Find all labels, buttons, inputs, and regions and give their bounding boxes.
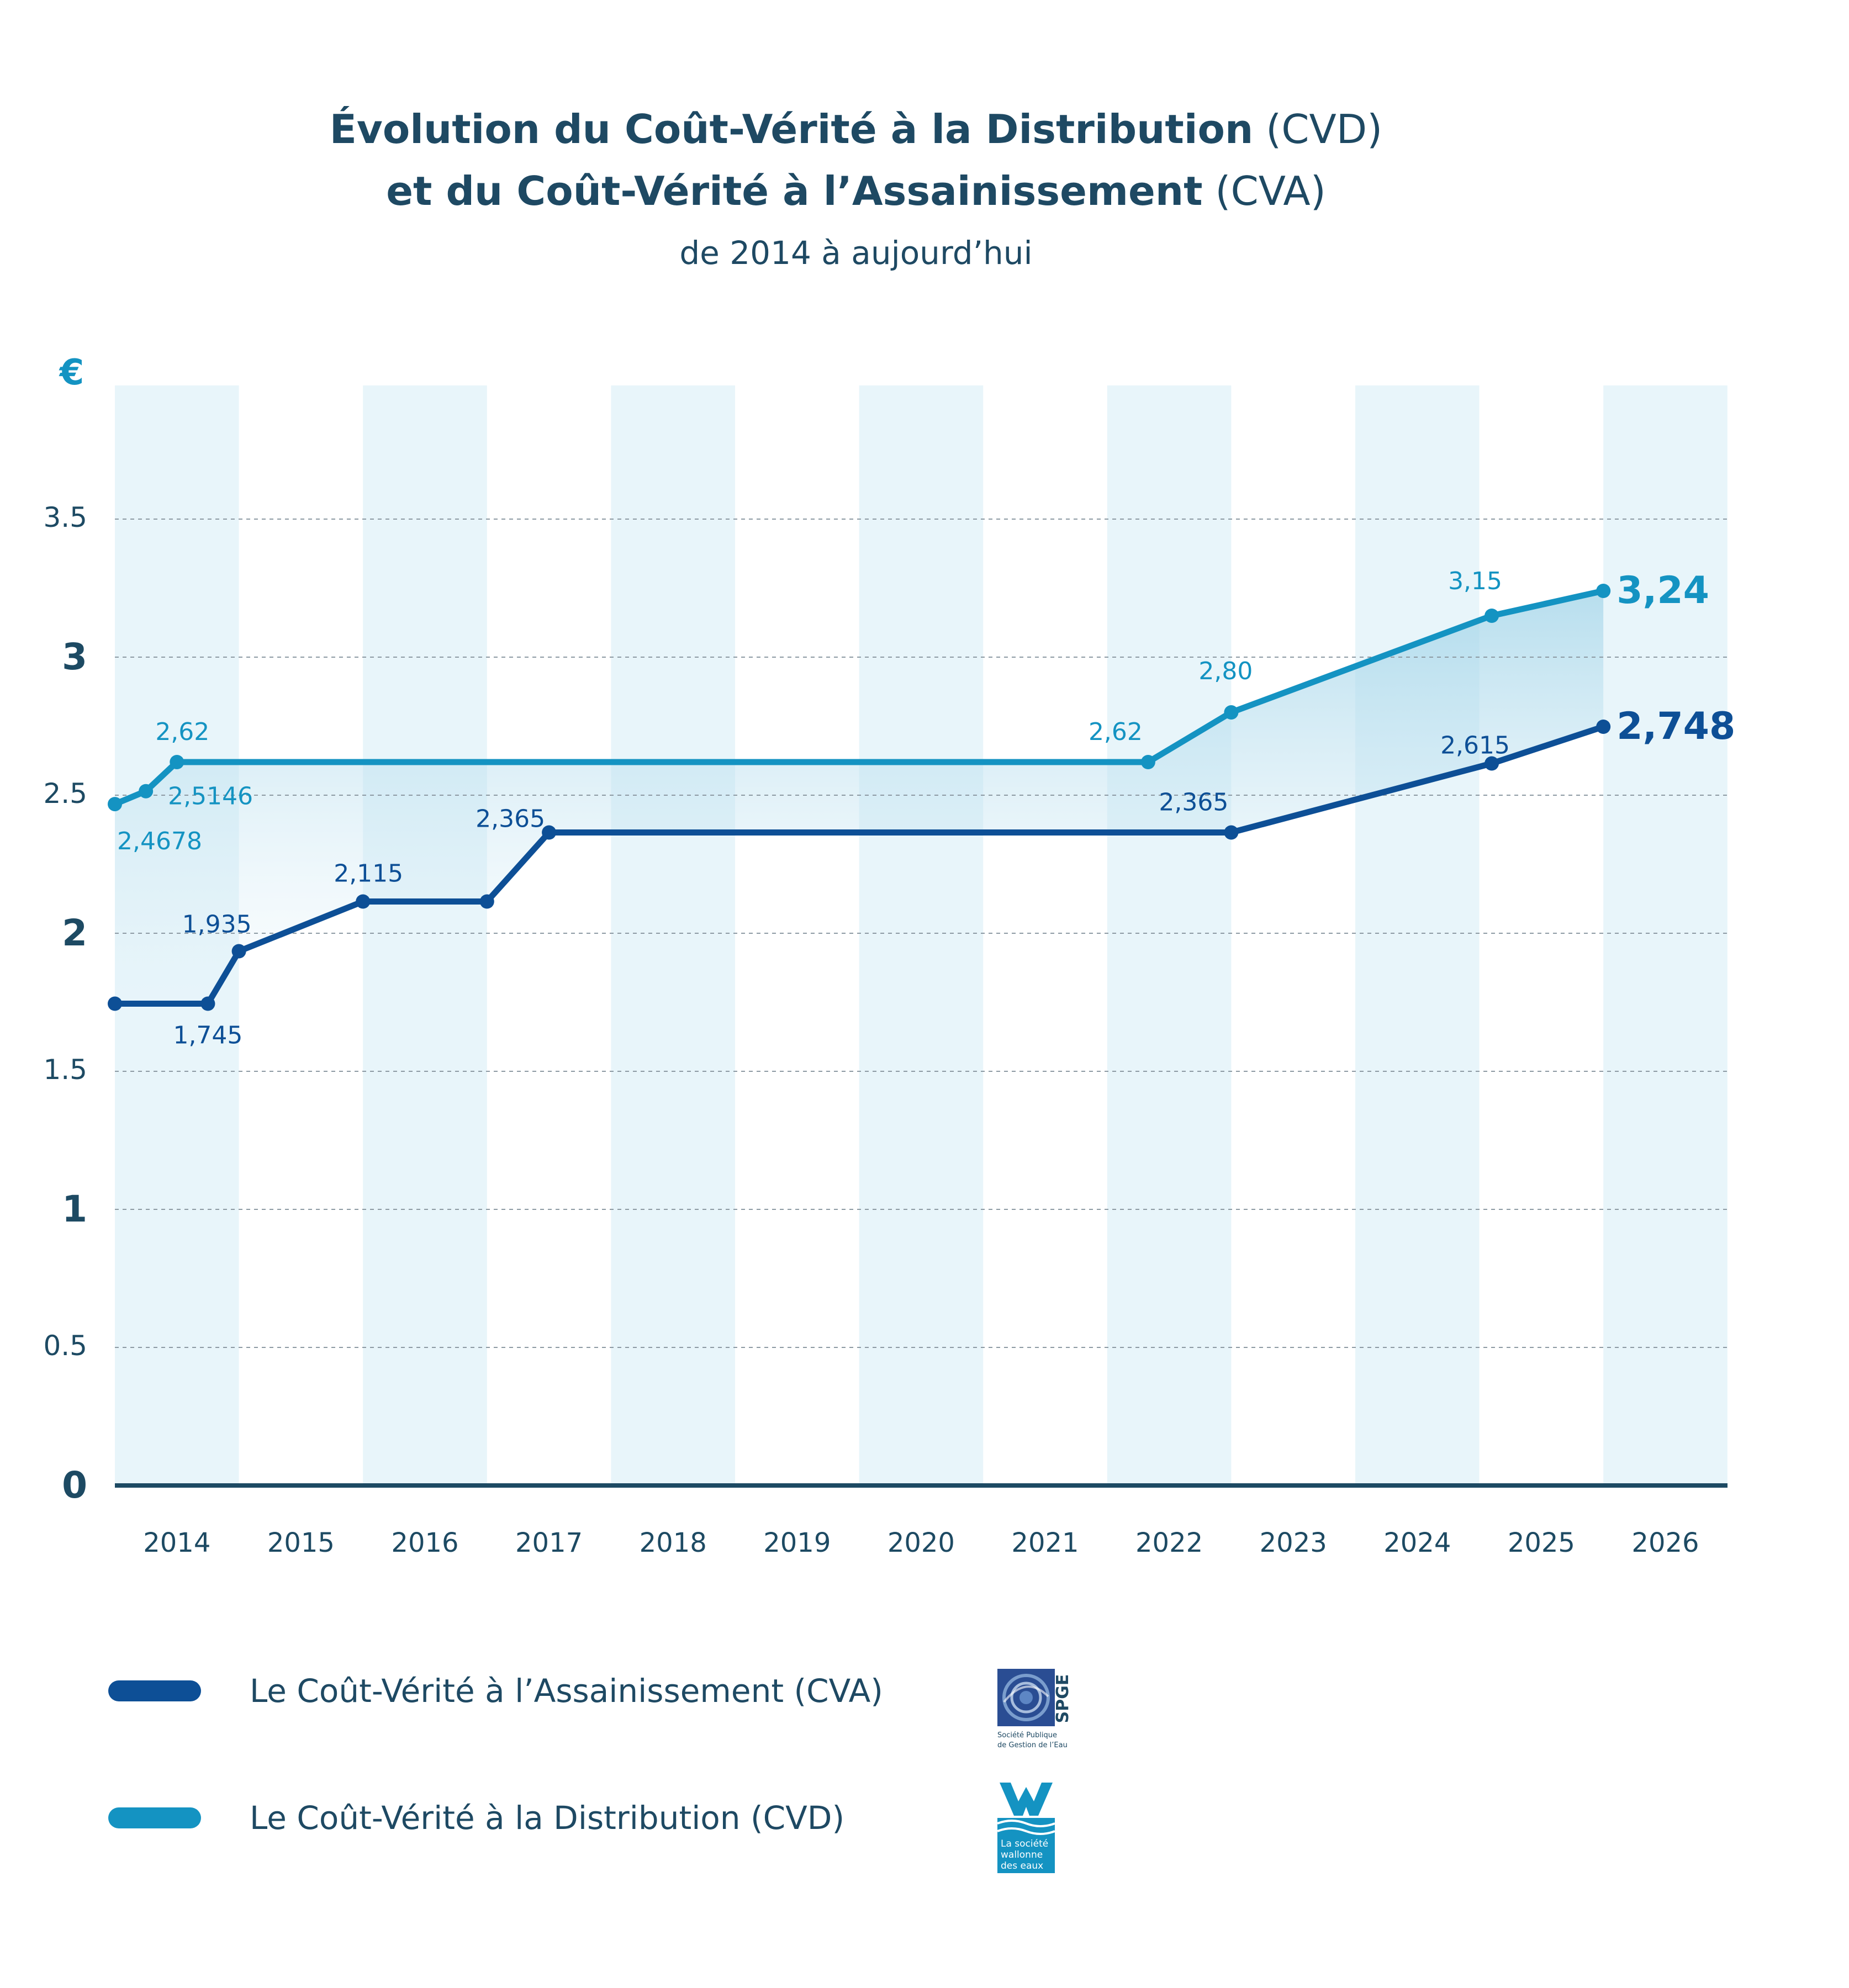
spge-logo-caption-1: Société Publique bbox=[997, 1731, 1057, 1739]
legend-swatch-cva bbox=[108, 1680, 201, 1701]
x-tick-label: 2015 bbox=[267, 1527, 335, 1558]
cva-point bbox=[200, 996, 215, 1011]
cvd-data-label: 3,15 bbox=[1448, 567, 1502, 595]
cvd-data-label: 3,24 bbox=[1616, 569, 1709, 612]
x-tick-label: 2020 bbox=[887, 1527, 955, 1558]
y-tick-label: 3.5 bbox=[43, 501, 87, 533]
cva-data-label: 2,748 bbox=[1616, 705, 1735, 748]
x-tick-label: 2022 bbox=[1135, 1527, 1203, 1558]
x-tick-label: 2026 bbox=[1631, 1527, 1699, 1558]
cvd-data-label: 2,62 bbox=[1089, 718, 1143, 746]
cvd-point bbox=[1596, 584, 1611, 598]
year-band bbox=[363, 385, 487, 1485]
legend-item-cvd: Le Coût-Vérité à la Distribution (CVD) bbox=[108, 1799, 844, 1837]
x-tick-label: 2023 bbox=[1260, 1527, 1327, 1558]
cva-data-label: 2,365 bbox=[476, 805, 545, 833]
swde-logo-caption-2: wallonne bbox=[1001, 1849, 1043, 1860]
cva-point bbox=[108, 996, 122, 1011]
cvd-point bbox=[108, 797, 122, 812]
y-tick-label: 2.5 bbox=[43, 778, 87, 810]
cva-data-label: 1,745 bbox=[173, 1022, 242, 1050]
cvd-data-label: 2,80 bbox=[1198, 657, 1253, 685]
cva-point bbox=[231, 944, 246, 959]
swde-logo: La société wallonne des eaux bbox=[997, 1783, 1055, 1873]
chart-title-block: Évolution du Coût-Vérité à la Distributi… bbox=[0, 98, 1712, 281]
y-tick-label: 0 bbox=[62, 1464, 87, 1506]
y-tick-label: 1.5 bbox=[43, 1054, 87, 1086]
y-tick-label: 1 bbox=[62, 1188, 87, 1230]
cvd-point bbox=[1140, 755, 1155, 769]
y-tick-label: 3 bbox=[62, 636, 87, 678]
cva-data-label: 2,365 bbox=[1159, 789, 1228, 817]
x-tick-label: 2024 bbox=[1383, 1527, 1451, 1558]
cva-data-label: 2,615 bbox=[1440, 732, 1510, 760]
x-tick-label: 2016 bbox=[391, 1527, 458, 1558]
cva-point bbox=[1596, 720, 1611, 734]
cva-data-label: 2,115 bbox=[334, 860, 403, 888]
title-line-1: Évolution du Coût-Vérité à la Distributi… bbox=[329, 106, 1383, 152]
x-tick-label: 2025 bbox=[1508, 1527, 1575, 1558]
swde-logo-caption-1: La société bbox=[1001, 1838, 1048, 1849]
cva-point bbox=[356, 894, 371, 909]
spge-logo-name: SPGE bbox=[1053, 1674, 1073, 1723]
legend-item-cva: Le Coût-Vérité à l’Assainissement (CVA) bbox=[108, 1672, 883, 1710]
cvd-point bbox=[1224, 705, 1239, 720]
year-band bbox=[1603, 385, 1728, 1485]
year-band bbox=[1107, 385, 1232, 1485]
y-tick-label: 0.5 bbox=[43, 1330, 87, 1362]
x-tick-label: 2014 bbox=[143, 1527, 210, 1558]
title-line-2: et du Coût-Vérité à l’Assainissement (CV… bbox=[386, 168, 1326, 214]
y-tick-label: 2 bbox=[62, 912, 87, 954]
spge-logo-caption-2: de Gestion de l’Eau bbox=[997, 1741, 1068, 1749]
cva-point bbox=[1224, 825, 1239, 840]
y-axis-label: € bbox=[59, 352, 84, 393]
cvd-data-label: 2,4678 bbox=[117, 827, 202, 855]
cvd-data-label: 2,62 bbox=[155, 718, 209, 746]
x-tick-label: 2018 bbox=[640, 1527, 707, 1558]
cvd-point bbox=[139, 784, 154, 799]
cvd-data-label: 2,5146 bbox=[168, 782, 253, 811]
year-band bbox=[859, 385, 984, 1485]
cva-point bbox=[479, 894, 494, 909]
swde-logo-caption-3: des eaux bbox=[1001, 1860, 1043, 1871]
cvd-point bbox=[170, 755, 184, 769]
chart-subtitle: de 2014 à aujourd’hui bbox=[679, 234, 1033, 272]
legend-swatch-cvd bbox=[108, 1807, 201, 1828]
legend-label-cva: Le Coût-Vérité à l’Assainissement (CVA) bbox=[250, 1672, 883, 1710]
legend-label-cvd: Le Coût-Vérité à la Distribution (CVD) bbox=[250, 1799, 845, 1837]
year-band bbox=[611, 385, 735, 1485]
year-band bbox=[1355, 385, 1480, 1485]
cva-point bbox=[542, 825, 557, 840]
x-tick-label: 2017 bbox=[515, 1527, 583, 1558]
cva-data-label: 1,935 bbox=[182, 911, 252, 939]
cva-point bbox=[1485, 756, 1499, 771]
cvd-point bbox=[1485, 609, 1499, 623]
spge-logo: SPGE Société Publique de Gestion de l’Ea… bbox=[997, 1669, 1073, 1749]
x-tick-label: 2019 bbox=[763, 1527, 831, 1558]
x-tick-label: 2021 bbox=[1011, 1527, 1079, 1558]
